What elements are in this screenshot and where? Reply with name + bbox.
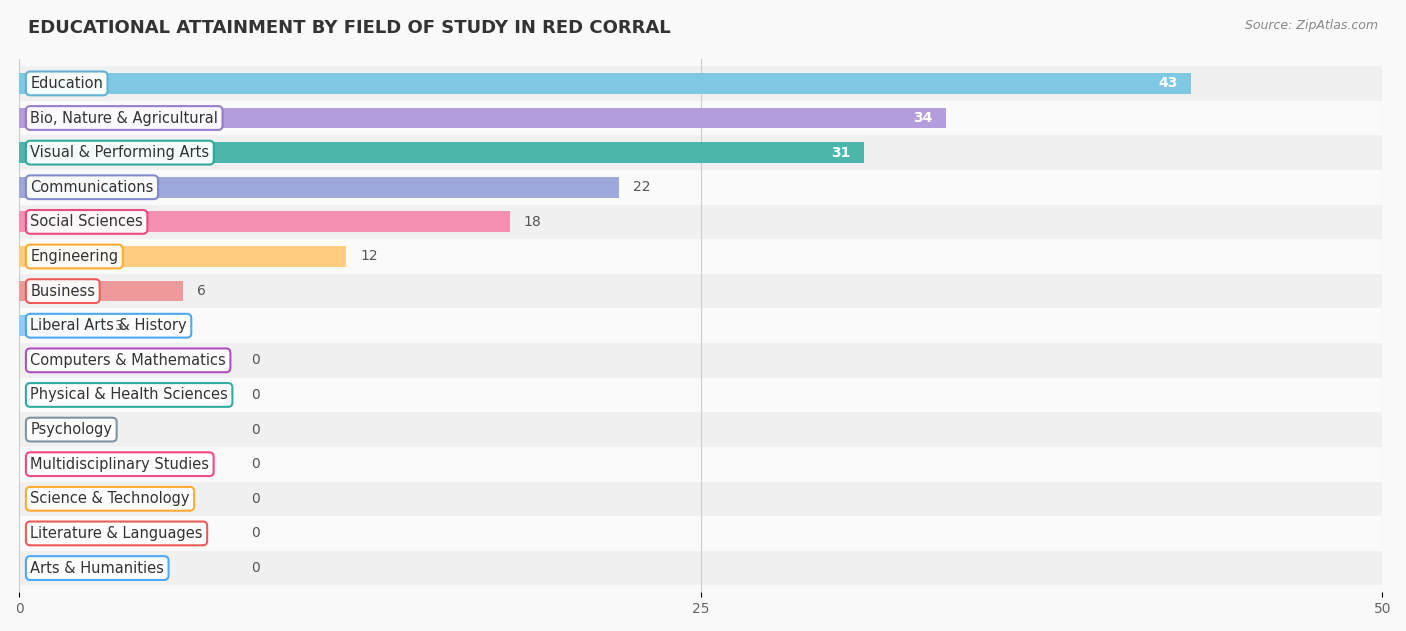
- Text: Education: Education: [31, 76, 103, 91]
- Text: Source: ZipAtlas.com: Source: ZipAtlas.com: [1244, 19, 1378, 32]
- Bar: [20, 377, 1382, 412]
- Text: Bio, Nature & Agricultural: Bio, Nature & Agricultural: [31, 110, 218, 126]
- Text: 0: 0: [252, 457, 260, 471]
- Bar: [20, 135, 1382, 170]
- Text: Social Sciences: Social Sciences: [31, 215, 143, 230]
- Text: 18: 18: [523, 215, 541, 229]
- Bar: [20, 516, 1382, 551]
- Text: Visual & Performing Arts: Visual & Performing Arts: [31, 145, 209, 160]
- Text: 3: 3: [115, 319, 124, 333]
- Bar: [20, 316, 101, 336]
- Bar: [20, 177, 619, 198]
- Bar: [20, 412, 1382, 447]
- Text: Engineering: Engineering: [31, 249, 118, 264]
- Bar: [20, 66, 1382, 101]
- Text: 6: 6: [197, 284, 205, 298]
- Bar: [20, 204, 1382, 239]
- Text: 0: 0: [252, 492, 260, 506]
- Text: Computers & Mathematics: Computers & Mathematics: [31, 353, 226, 368]
- Bar: [20, 101, 1382, 135]
- Text: Arts & Humanities: Arts & Humanities: [31, 560, 165, 575]
- Text: 31: 31: [831, 146, 851, 160]
- Text: Communications: Communications: [31, 180, 153, 195]
- Bar: [20, 108, 946, 128]
- Bar: [20, 309, 1382, 343]
- Text: Business: Business: [31, 283, 96, 298]
- Text: 0: 0: [252, 388, 260, 402]
- Bar: [20, 481, 1382, 516]
- Bar: [20, 551, 1382, 586]
- Bar: [20, 211, 510, 232]
- Text: Science & Technology: Science & Technology: [31, 492, 190, 506]
- Bar: [20, 343, 1382, 377]
- Bar: [20, 281, 183, 302]
- Text: 22: 22: [633, 180, 650, 194]
- Text: Liberal Arts & History: Liberal Arts & History: [31, 318, 187, 333]
- Bar: [20, 73, 1191, 94]
- Bar: [20, 447, 1382, 481]
- Text: 0: 0: [252, 561, 260, 575]
- Bar: [20, 170, 1382, 204]
- Text: Literature & Languages: Literature & Languages: [31, 526, 202, 541]
- Text: 12: 12: [360, 249, 378, 264]
- Bar: [20, 142, 865, 163]
- Text: 43: 43: [1159, 76, 1178, 90]
- Text: 0: 0: [252, 526, 260, 540]
- Bar: [20, 274, 1382, 309]
- Text: EDUCATIONAL ATTAINMENT BY FIELD OF STUDY IN RED CORRAL: EDUCATIONAL ATTAINMENT BY FIELD OF STUDY…: [28, 19, 671, 37]
- Bar: [20, 246, 346, 267]
- Text: 0: 0: [252, 353, 260, 367]
- Text: Psychology: Psychology: [31, 422, 112, 437]
- Text: 34: 34: [912, 111, 932, 125]
- Text: Multidisciplinary Studies: Multidisciplinary Studies: [31, 457, 209, 472]
- Text: Physical & Health Sciences: Physical & Health Sciences: [31, 387, 228, 403]
- Text: 0: 0: [252, 423, 260, 437]
- Bar: [20, 239, 1382, 274]
